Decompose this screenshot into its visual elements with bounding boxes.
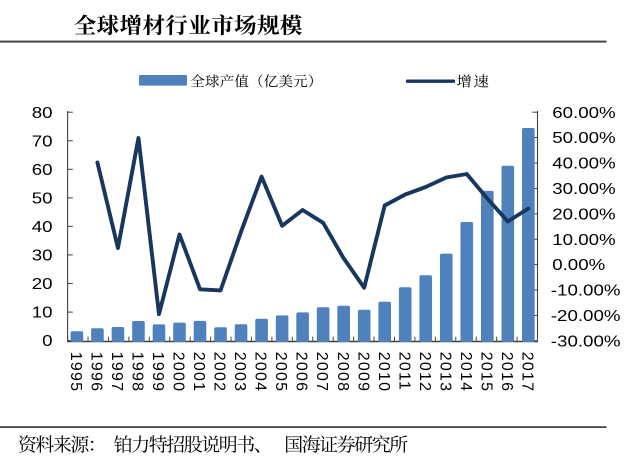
svg-text:2009: 2009	[354, 352, 371, 392]
svg-text:-10.00%: -10.00%	[551, 281, 621, 299]
svg-text:2012: 2012	[416, 352, 433, 392]
svg-text:1995: 1995	[67, 352, 84, 392]
svg-text:20.00%: 20.00%	[552, 205, 615, 223]
svg-text:2005: 2005	[272, 352, 289, 392]
svg-text:30.00%: 30.00%	[552, 179, 615, 197]
svg-text:2016: 2016	[498, 352, 515, 392]
svg-text:2017: 2017	[518, 352, 535, 392]
svg-text:1998: 1998	[129, 352, 146, 392]
svg-text:-20.00%: -20.00%	[551, 306, 621, 324]
svg-text:2008: 2008	[334, 352, 351, 392]
svg-text:60.00%: 60.00%	[552, 103, 615, 121]
svg-text:2013: 2013	[436, 352, 453, 392]
svg-text:-30.00%: -30.00%	[551, 332, 621, 350]
svg-text:40: 40	[32, 217, 53, 235]
svg-text:2010: 2010	[375, 352, 392, 392]
svg-text:1996: 1996	[88, 352, 105, 392]
svg-text:30: 30	[32, 246, 53, 264]
svg-text:40.00%: 40.00%	[552, 154, 615, 172]
svg-text:80: 80	[32, 103, 53, 121]
svg-text:2003: 2003	[231, 352, 248, 392]
svg-text:20: 20	[32, 274, 53, 292]
svg-text:2002: 2002	[211, 352, 228, 392]
svg-text:2004: 2004	[252, 352, 269, 392]
svg-text:10: 10	[32, 303, 53, 321]
svg-text:2014: 2014	[457, 352, 474, 392]
svg-text:70: 70	[32, 132, 53, 150]
svg-text:2007: 2007	[313, 352, 330, 392]
svg-text:50: 50	[32, 189, 53, 207]
svg-text:0.00%: 0.00%	[552, 255, 605, 273]
svg-text:60: 60	[32, 160, 53, 178]
svg-text:2015: 2015	[477, 352, 494, 392]
svg-text:2006: 2006	[293, 352, 310, 392]
svg-text:10.00%: 10.00%	[552, 230, 615, 248]
svg-text:2000: 2000	[170, 352, 187, 392]
svg-text:0: 0	[42, 331, 52, 349]
svg-text:2011: 2011	[395, 352, 412, 391]
svg-text:2001: 2001	[190, 352, 207, 392]
svg-text:1997: 1997	[108, 352, 125, 392]
svg-text:1999: 1999	[149, 352, 166, 392]
svg-text:50.00%: 50.00%	[552, 128, 615, 146]
